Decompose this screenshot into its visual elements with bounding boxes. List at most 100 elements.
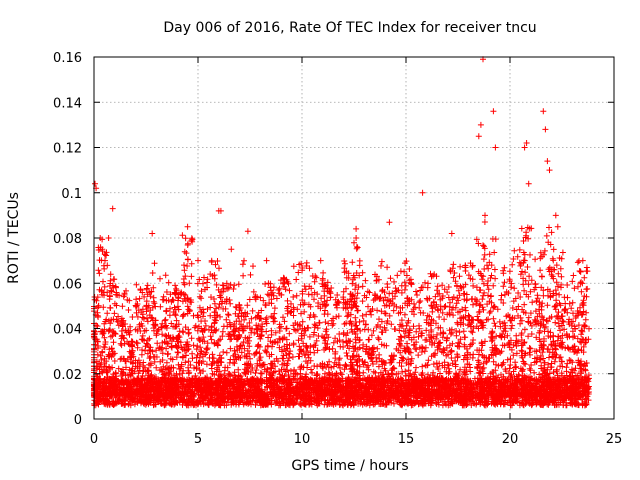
data-points bbox=[91, 56, 592, 409]
data-point bbox=[309, 369, 316, 376]
data-point bbox=[251, 390, 258, 397]
data-point bbox=[519, 268, 525, 275]
data-point bbox=[194, 343, 201, 350]
data-point bbox=[196, 367, 203, 373]
data-point bbox=[465, 272, 472, 279]
data-point bbox=[208, 257, 215, 264]
data-point bbox=[570, 272, 577, 279]
data-point bbox=[233, 401, 239, 408]
data-point bbox=[480, 292, 487, 299]
data-point bbox=[484, 400, 490, 407]
data-point bbox=[241, 257, 247, 264]
data-point bbox=[556, 291, 563, 298]
data-point bbox=[131, 401, 138, 408]
data-point bbox=[208, 365, 215, 372]
data-point bbox=[558, 273, 565, 280]
data-point bbox=[433, 400, 440, 407]
data-point bbox=[223, 349, 230, 356]
data-point bbox=[126, 398, 133, 405]
data-point bbox=[110, 276, 117, 283]
data-point bbox=[321, 401, 328, 408]
data-point bbox=[250, 263, 256, 270]
data-point bbox=[293, 276, 300, 283]
data-point bbox=[378, 262, 384, 269]
data-point bbox=[526, 365, 533, 372]
data-point bbox=[295, 337, 302, 344]
data-point bbox=[524, 264, 531, 270]
data-point bbox=[480, 256, 487, 263]
data-point bbox=[539, 402, 546, 408]
data-point bbox=[271, 305, 278, 312]
data-point bbox=[262, 281, 269, 287]
data-point bbox=[388, 321, 395, 328]
data-point bbox=[404, 400, 411, 407]
data-point bbox=[352, 314, 359, 321]
chart-title: Day 006 of 2016, Rate Of TEC Index for r… bbox=[163, 20, 536, 36]
data-point bbox=[509, 402, 515, 409]
data-point bbox=[107, 305, 114, 311]
data-point bbox=[188, 335, 195, 342]
data-point bbox=[470, 282, 477, 289]
data-point bbox=[273, 399, 280, 406]
data-point bbox=[355, 400, 362, 407]
data-point bbox=[550, 246, 557, 253]
data-point bbox=[415, 401, 422, 408]
data-point bbox=[361, 396, 368, 403]
data-point bbox=[125, 400, 132, 407]
data-point bbox=[528, 277, 535, 284]
data-point bbox=[581, 402, 588, 409]
data-point bbox=[500, 283, 507, 290]
data-point bbox=[225, 311, 231, 318]
data-point bbox=[405, 367, 412, 374]
data-point bbox=[511, 285, 518, 292]
data-point bbox=[417, 287, 424, 294]
data-point bbox=[290, 402, 297, 409]
data-point bbox=[570, 334, 576, 341]
data-point bbox=[506, 365, 513, 372]
data-point bbox=[492, 384, 499, 391]
data-point bbox=[349, 259, 356, 266]
data-point bbox=[506, 268, 513, 275]
data-point bbox=[334, 292, 341, 298]
data-point bbox=[207, 399, 214, 405]
data-point bbox=[95, 267, 102, 274]
data-point bbox=[471, 375, 478, 382]
data-point bbox=[100, 278, 106, 285]
data-point bbox=[239, 261, 246, 268]
data-point bbox=[518, 225, 525, 232]
data-point bbox=[481, 251, 488, 258]
data-point bbox=[581, 274, 588, 281]
data-point bbox=[257, 370, 264, 377]
data-point bbox=[459, 402, 466, 409]
data-point bbox=[375, 336, 382, 343]
data-point bbox=[490, 315, 497, 322]
data-point bbox=[471, 400, 478, 407]
data-point bbox=[185, 398, 192, 405]
data-point bbox=[332, 400, 339, 407]
data-point bbox=[96, 270, 103, 277]
data-point bbox=[203, 361, 210, 368]
data-point bbox=[569, 401, 576, 408]
data-point bbox=[584, 268, 591, 275]
data-point bbox=[409, 402, 416, 408]
data-point bbox=[320, 269, 327, 276]
data-point bbox=[470, 301, 476, 308]
data-point bbox=[134, 313, 141, 320]
data-point bbox=[146, 335, 153, 342]
data-point bbox=[188, 273, 195, 280]
data-point bbox=[235, 281, 242, 288]
data-point bbox=[325, 399, 332, 406]
data-point bbox=[263, 348, 270, 355]
data-point bbox=[280, 314, 286, 321]
data-point bbox=[566, 300, 573, 307]
data-point bbox=[508, 284, 515, 291]
data-point bbox=[196, 337, 203, 343]
data-point bbox=[149, 270, 156, 276]
data-point bbox=[556, 323, 562, 330]
data-point bbox=[112, 398, 119, 405]
data-point bbox=[324, 297, 331, 304]
data-point bbox=[172, 290, 179, 297]
data-point bbox=[166, 312, 173, 319]
data-point bbox=[491, 266, 498, 273]
